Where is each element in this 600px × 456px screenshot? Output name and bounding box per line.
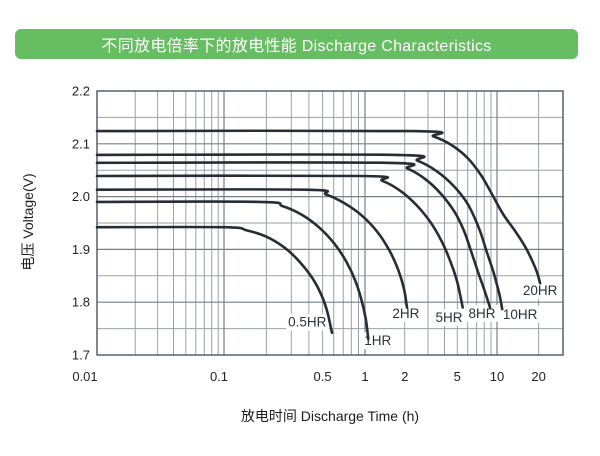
- x-tick-label: 0.5: [314, 369, 332, 384]
- curve-label-bg: [520, 282, 560, 300]
- x-tick-label: 2: [401, 369, 408, 384]
- y-axis-title: 电压 Voltage(V): [20, 173, 36, 271]
- curve-0.5HR: [95, 225, 334, 335]
- y-tick-label: 1.7: [72, 348, 90, 363]
- x-tick-label: 10: [490, 369, 504, 384]
- y-tick-label: 2.2: [72, 84, 90, 99]
- curve-20HR: [95, 129, 542, 285]
- curve-label-bg: [500, 305, 540, 323]
- curve-label-bg: [362, 332, 394, 350]
- curve-2HR: [95, 188, 409, 309]
- y-tick-label: 1.9: [72, 242, 90, 257]
- curve-label-bg: [390, 304, 422, 322]
- curve-label-10HR: 10HR: [503, 307, 538, 322]
- x-tick-label: 20: [531, 369, 545, 384]
- curve-label-8HR: 8HR: [468, 306, 495, 321]
- plot-frame: [96, 90, 564, 356]
- curve-1HR: [95, 200, 370, 341]
- section-header-title: 不同放电倍率下的放电性能 Discharge Characteristics: [101, 38, 492, 55]
- curve-label-0.5HR: 0.5HR: [288, 315, 327, 330]
- curve-5HR: [95, 174, 464, 309]
- x-tick-label: 1: [361, 369, 368, 384]
- curve-label-2HR: 2HR: [392, 306, 419, 321]
- curve-label-bg: [466, 304, 498, 322]
- y-tick-label: 2.1: [72, 136, 90, 151]
- x-tick-label: 5: [454, 369, 461, 384]
- x-tick-label: 0.01: [72, 369, 97, 384]
- y-tick-label: 2.0: [72, 189, 90, 204]
- curve-label-20HR: 20HR: [523, 283, 558, 298]
- section-header: 不同放电倍率下的放电性能 Discharge Characteristics: [15, 29, 578, 59]
- curve-label-bg: [433, 309, 465, 326]
- curve-label-1HR: 1HR: [364, 333, 391, 348]
- curve-label-bg: [286, 313, 329, 331]
- x-axis-title: 放电时间 Discharge Time (h): [240, 408, 420, 424]
- x-tick-label: 0.1: [210, 369, 228, 384]
- curve-8HR: [95, 161, 492, 309]
- curve-10HR: [95, 153, 504, 311]
- y-tick-label: 1.8: [72, 295, 90, 310]
- curve-label-5HR: 5HR: [435, 310, 462, 325]
